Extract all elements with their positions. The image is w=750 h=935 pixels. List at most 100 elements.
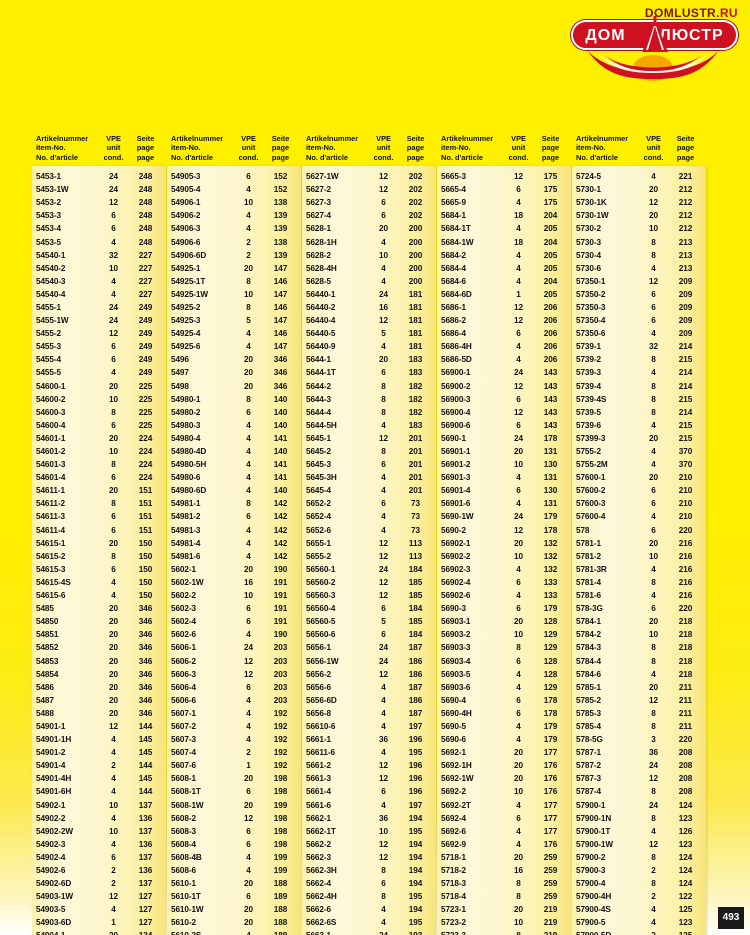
table-row: 5656-2 12 186: [302, 668, 436, 681]
cell-page: 215: [678, 433, 693, 443]
cell-page: 199: [273, 800, 288, 810]
cell-page: 215: [678, 394, 693, 404]
cell-article-number: 5662-6S: [306, 918, 337, 928]
cell-article-number: 5498: [171, 381, 189, 391]
brand-logo: DOMLUSTR.RU ДОМ ЛЮСТР: [565, 6, 740, 84]
cell-unit: 36: [648, 748, 659, 758]
cell-unit: 5: [246, 316, 251, 326]
table-row: 57900-5D2125: [572, 929, 706, 935]
cell-page: 73: [410, 499, 421, 509]
cell-unit: 4: [651, 564, 656, 574]
cell-page: 216: [678, 577, 693, 587]
cell-page: 140: [273, 420, 288, 430]
cell-article-number: 5453-1W: [36, 185, 69, 195]
cell-article-number: 56901-1: [441, 447, 471, 457]
cell-page: 184: [408, 604, 423, 614]
cell-page: 212: [678, 224, 693, 234]
table-row: 5718-4 8 259: [437, 890, 571, 903]
cell-page: 140: [273, 394, 288, 404]
cell-article-number: 5785-2: [576, 695, 601, 705]
cell-article-number: 5607-2: [171, 721, 196, 731]
cell-unit: 4: [111, 905, 116, 915]
cell-unit: 36: [378, 735, 389, 745]
cell-article-number: 54615-4S: [36, 577, 71, 587]
table-row: 5787-1 36 208: [572, 746, 706, 759]
table-row: 54925-4 4 146: [167, 327, 301, 340]
table-row: 5730-1K 12 212: [572, 196, 706, 209]
cell-article-number: 56902-2: [441, 551, 471, 561]
table-row: 5610-2 20 188: [167, 916, 301, 929]
cell-unit: 2: [638, 931, 669, 935]
cell-unit: 8: [651, 852, 656, 862]
cell-unit: 4: [381, 263, 386, 273]
cell-page: 208: [678, 774, 693, 784]
cell-page: 177: [543, 748, 558, 758]
cell-article-number: 57350-4: [576, 316, 606, 326]
cell-article-number: 5488: [36, 708, 54, 718]
cell-article-number: 5787-4: [576, 787, 601, 797]
brand-website-text: DOMLUSTR.RU: [645, 6, 738, 20]
table-row: 56903-4 6 128: [437, 654, 571, 667]
cell-unit: 4: [381, 721, 386, 731]
table-row: 54540-1 32 227: [32, 249, 166, 262]
cell-page: 205: [543, 250, 558, 260]
cell-article-number: 54854: [36, 669, 59, 679]
header-page: Seite page page: [541, 133, 560, 162]
cell-article-number: 54611-2: [36, 499, 65, 509]
cell-unit: 6: [246, 512, 251, 522]
cell-unit: 10: [513, 630, 524, 640]
cell-page: 127: [138, 892, 153, 902]
column-header: Artikelnummer item-No. No. d'article VPE uni…: [32, 120, 166, 166]
cell-unit: 8: [111, 499, 116, 509]
cell-page: 185: [408, 577, 423, 587]
cell-unit: 4: [246, 433, 251, 443]
cell-unit: 8: [381, 866, 386, 876]
table-row: 56902-1 20 132: [437, 537, 571, 550]
table-row: 5602-4 6 191: [167, 615, 301, 628]
cell-page: 192: [273, 708, 288, 718]
table-row: 5644-3 8 182: [302, 393, 436, 406]
cell-article-number: 54615-1: [36, 538, 66, 548]
cell-page: 179: [543, 721, 558, 731]
cell-article-number: 54600-3: [36, 407, 66, 417]
table-row: 5644-2 8 182: [302, 380, 436, 393]
cell-page: 202: [408, 185, 423, 195]
cell-unit: 4: [381, 486, 386, 496]
cell-unit: 4: [111, 813, 116, 823]
table-row: 5656-1 24 187: [302, 641, 436, 654]
table-row: 54611-2 8 151: [32, 497, 166, 510]
cell-page: 146: [273, 302, 288, 312]
cell-article-number: 5663-1: [306, 931, 368, 935]
cell-article-number: 56560-4: [306, 604, 336, 614]
table-row: 54901-6H 4 144: [32, 785, 166, 798]
table-row: 54902-2 4 136: [32, 812, 166, 825]
cell-page: 248: [138, 198, 153, 208]
table-row: 54925-6 4 147: [167, 340, 301, 353]
table-row: 54902-6 2 136: [32, 864, 166, 877]
table-row: 5692-4 6 177: [437, 812, 571, 825]
cell-article-number: 54905-3: [171, 172, 201, 182]
cell-page: 195: [408, 826, 423, 836]
table-row: 5644-4 8 182: [302, 406, 436, 419]
cell-article-number: 56560-2: [306, 577, 336, 587]
cell-page: 124: [678, 852, 693, 862]
table-row: 5781-4 8 216: [572, 576, 706, 589]
cell-page: 205: [543, 289, 558, 299]
cell-article-number: 5739-4: [576, 381, 601, 391]
cell-article-number: 5656-1W: [306, 656, 339, 666]
cell-unit: 4: [246, 708, 251, 718]
cell-unit: 10: [378, 250, 389, 260]
cell-article-number: 54851: [36, 630, 59, 640]
table-row: 5608-1T 6 198: [167, 785, 301, 798]
cell-page: 248: [138, 185, 153, 195]
table-row: 5723-2 10 219: [437, 916, 571, 929]
cell-page: 201: [408, 460, 423, 470]
cell-article-number: 5602-6: [171, 630, 196, 640]
table-row: 5686-1 12 206: [437, 301, 571, 314]
cell-unit: 4: [516, 669, 521, 679]
table-row: 5496 20 346: [167, 353, 301, 366]
table-row: 5718-3 8 259: [437, 877, 571, 890]
header-page: Seite page page: [406, 133, 425, 162]
cell-unit: 20: [108, 669, 119, 679]
cell-unit: 4: [246, 538, 251, 548]
